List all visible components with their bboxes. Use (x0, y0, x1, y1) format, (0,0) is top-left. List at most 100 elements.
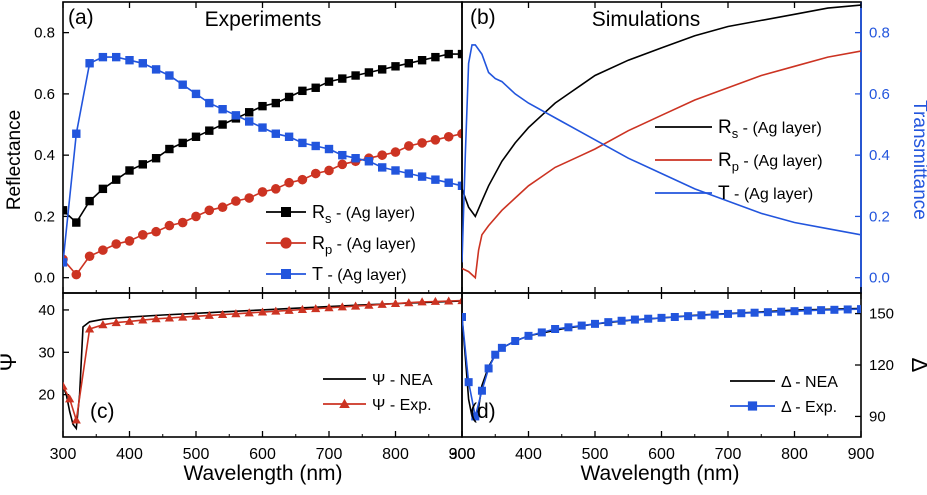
data-point-t (391, 166, 400, 175)
x-tick-label: 600 (249, 446, 276, 463)
data-point-exp (750, 308, 759, 317)
data-point-exp (151, 314, 161, 323)
data-point-exp (630, 315, 639, 324)
x-tick-label: 700 (715, 446, 742, 463)
legend-label: Rp - (Ag layer) (312, 233, 416, 257)
series-line-t (462, 44, 861, 263)
x-tick-label: 400 (116, 446, 143, 463)
panel-label: (b) (470, 6, 496, 29)
data-point-rs (258, 101, 267, 111)
data-point-t (417, 172, 427, 181)
data-point-exp (684, 312, 693, 321)
data-point-rp (390, 147, 401, 157)
legend-entry-nea: Ψ - NEA (323, 372, 433, 389)
data-point-exp (497, 343, 506, 352)
data-point-exp (830, 305, 839, 314)
y-tick-label-right: 0.2 (869, 208, 890, 225)
data-point-exp (98, 320, 108, 329)
data-point-exp (551, 325, 560, 333)
panel-a: 0.0 0.2 0.4 0.6 0.8 (a) Experiments Reflectance… (4, 1, 463, 294)
data-point-t (404, 169, 413, 178)
x-axis-label: Wavelength (nm) (183, 462, 342, 485)
data-point-exp (377, 299, 387, 308)
legend-entry-rs: Rs - (Ag layer) (266, 202, 415, 226)
data-point-rs (63, 206, 68, 215)
legend-label: Ψ - Exp. (372, 397, 432, 414)
data-point-rs (324, 77, 334, 86)
data-point-t (431, 175, 440, 184)
data-point-exp (63, 381, 68, 390)
data-point-exp (697, 311, 706, 320)
legend-label: T - (Ag layer) (312, 264, 407, 284)
plot-area (462, 4, 861, 280)
panel-d: 90 120 150 300 400 500 600 700 800 900 (d) Δ Wavelen… (449, 292, 927, 485)
y-tick-label-right: 150 (869, 306, 894, 323)
data-point-rs (431, 52, 440, 62)
series-line-rs (63, 53, 462, 224)
y-tick-label: 0.0 (34, 270, 55, 287)
data-point-rp (217, 202, 228, 213)
data-point-exp (284, 305, 294, 314)
data-point-t (258, 123, 267, 132)
data-point-rs (378, 65, 387, 74)
data-point-exp (444, 296, 454, 305)
legend-marker (281, 269, 291, 279)
data-point-exp (737, 309, 746, 318)
x-tick-label: 900 (848, 446, 875, 463)
data-point-exp (857, 305, 861, 314)
data-point-rp (457, 128, 462, 139)
data-point-exp (417, 297, 427, 306)
series-line-rs (462, 4, 861, 219)
data-point-t (364, 157, 374, 166)
data-point-rs (191, 132, 201, 141)
y-tick-label-right: 0.4 (869, 147, 890, 164)
data-point-exp (71, 415, 81, 424)
data-point-rs (218, 120, 227, 129)
data-point-exp (777, 307, 786, 316)
legend-marker (339, 398, 350, 408)
data-point-exp (257, 307, 268, 316)
series-line-rp (462, 50, 861, 280)
legend-entry-nea: Δ - NEA (730, 374, 838, 391)
data-point-exp (464, 378, 473, 387)
data-point-t (85, 59, 94, 68)
data-point-rp (324, 165, 334, 176)
data-point-rs (85, 196, 94, 206)
data-point-rp (404, 141, 414, 151)
data-point-exp (644, 314, 653, 323)
y-tick-label: 0.4 (34, 147, 55, 164)
data-point-rp (257, 187, 268, 197)
data-point-rp (191, 211, 201, 222)
data-point-exp (591, 319, 599, 328)
legend-marker (281, 207, 291, 217)
data-point-exp (178, 312, 188, 321)
data-point-t (98, 52, 108, 62)
data-point-exp (670, 313, 679, 321)
data-point-rp (337, 159, 348, 170)
data-point-exp (364, 300, 374, 309)
data-point-exp (271, 306, 281, 315)
data-point-t (191, 89, 201, 99)
series-line-t (63, 56, 462, 263)
legend-entry-rp: Rp - (Ag layer) (266, 233, 416, 257)
data-point-t (205, 98, 214, 108)
data-point-exp (843, 305, 852, 314)
data-point-exp (577, 321, 586, 330)
data-point-t (324, 144, 334, 154)
data-point-rp (111, 239, 121, 249)
data-point-rp (84, 251, 95, 262)
data-point-t (284, 132, 294, 141)
data-point-rp (151, 226, 161, 237)
data-point-exp (111, 318, 121, 327)
data-point-exp (191, 311, 201, 320)
data-point-rs (351, 71, 360, 80)
x-tick-label: 500 (183, 446, 210, 463)
data-point-t (125, 56, 134, 65)
data-point-exp (244, 308, 254, 317)
data-point-t (351, 154, 360, 163)
data-point-rp (124, 236, 135, 246)
data-point-t (298, 138, 307, 148)
data-point-exp (710, 310, 719, 319)
data-point-t (138, 59, 147, 68)
data-point-rp (284, 177, 294, 188)
